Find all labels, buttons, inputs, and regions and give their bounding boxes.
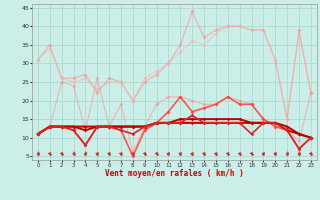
X-axis label: Vent moyen/en rafales ( km/h ): Vent moyen/en rafales ( km/h ) <box>105 169 244 178</box>
